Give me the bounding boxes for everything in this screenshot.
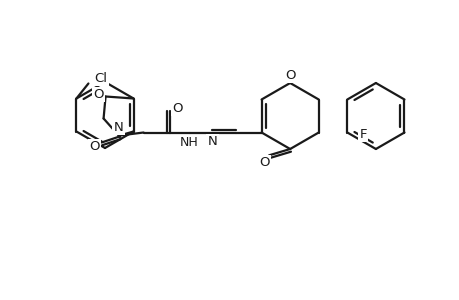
Text: F: F	[358, 128, 366, 141]
Text: O: O	[89, 140, 100, 153]
Text: Cl: Cl	[94, 72, 107, 85]
Text: N: N	[207, 135, 217, 148]
Text: O: O	[93, 88, 104, 101]
Text: O: O	[172, 102, 182, 115]
Text: O: O	[284, 68, 295, 82]
Text: O: O	[258, 156, 269, 169]
Text: NH: NH	[180, 136, 199, 149]
Text: N: N	[113, 121, 123, 134]
